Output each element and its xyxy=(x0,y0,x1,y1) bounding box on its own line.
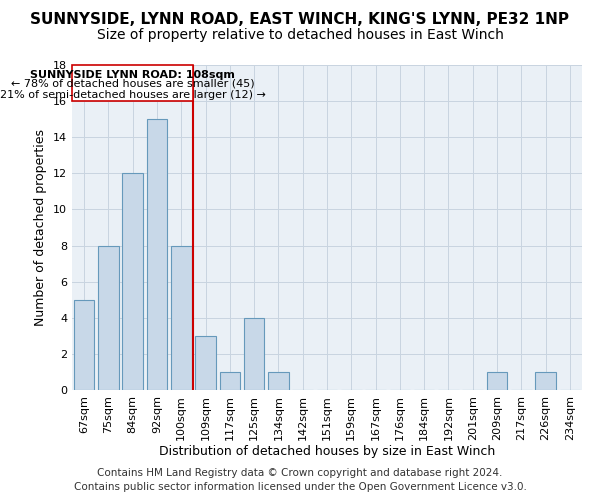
Text: Contains public sector information licensed under the Open Government Licence v3: Contains public sector information licen… xyxy=(74,482,526,492)
Text: ← 78% of detached houses are smaller (45): ← 78% of detached houses are smaller (45… xyxy=(11,78,254,88)
Bar xyxy=(146,119,167,390)
Y-axis label: Number of detached properties: Number of detached properties xyxy=(34,129,47,326)
Bar xyxy=(98,246,119,390)
Bar xyxy=(171,246,191,390)
Text: 21% of semi-detached houses are larger (12) →: 21% of semi-detached houses are larger (… xyxy=(0,90,266,101)
Text: SUNNYSIDE LYNN ROAD: 108sqm: SUNNYSIDE LYNN ROAD: 108sqm xyxy=(30,70,235,80)
Bar xyxy=(220,372,240,390)
Bar xyxy=(195,336,216,390)
Bar xyxy=(74,300,94,390)
Bar xyxy=(487,372,508,390)
Text: Contains HM Land Registry data © Crown copyright and database right 2024.: Contains HM Land Registry data © Crown c… xyxy=(97,468,503,477)
Text: SUNNYSIDE, LYNN ROAD, EAST WINCH, KING'S LYNN, PE32 1NP: SUNNYSIDE, LYNN ROAD, EAST WINCH, KING'S… xyxy=(31,12,569,28)
Bar xyxy=(535,372,556,390)
Bar xyxy=(244,318,265,390)
Bar xyxy=(268,372,289,390)
X-axis label: Distribution of detached houses by size in East Winch: Distribution of detached houses by size … xyxy=(159,446,495,458)
Bar xyxy=(72,65,193,101)
Bar xyxy=(122,174,143,390)
Text: Size of property relative to detached houses in East Winch: Size of property relative to detached ho… xyxy=(97,28,503,42)
